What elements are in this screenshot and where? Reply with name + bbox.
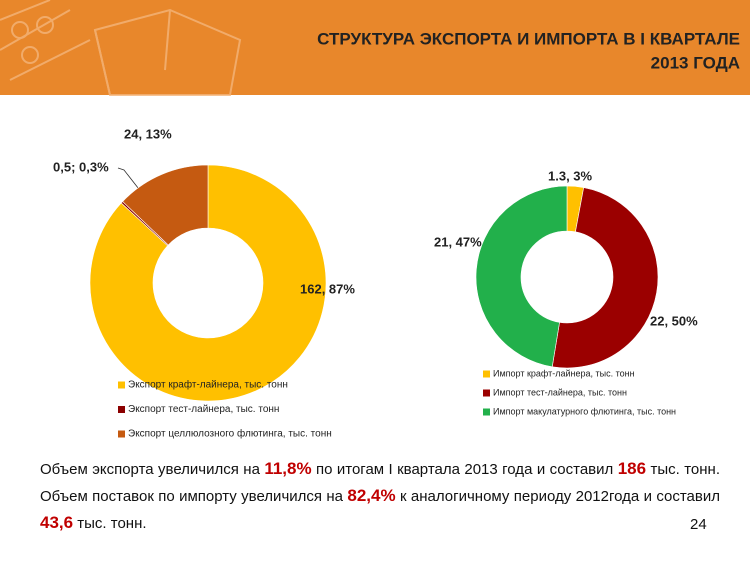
data-label: 22, 50%: [650, 313, 698, 328]
data-label: 1.3, 3%: [548, 168, 593, 183]
legend-label: Импорт тест-лайнера, тыс. тонн: [493, 387, 627, 397]
slide-graphics: СТРУКТУРА ЭКСПОРТА И ИМПОРТА В I КВАРТАЛ…: [0, 0, 750, 440]
donut-segment: [89, 164, 327, 402]
summary-text: по итогам I квартала 2013 года и состави…: [311, 461, 618, 478]
legend-swatch: [483, 408, 490, 416]
donut-segment: [122, 164, 209, 246]
summary-text: Объем экспорта увеличился на: [40, 461, 265, 478]
summary-text: к аналогичному периоду 2012года и состав…: [395, 488, 720, 505]
data-label: 21, 47%: [434, 234, 482, 249]
legend-label: Экспорт целлюлозного флютинга, тыс. тонн: [128, 428, 332, 440]
legend-swatch: [118, 406, 125, 413]
summary-text: тыс. тонн. Объем поставок по импорту уве…: [40, 461, 720, 505]
summary-text: тыс. тонн.: [73, 515, 147, 532]
legend-label: Экспорт тест-лайнера, тыс. тонн: [128, 404, 279, 415]
highlight-number: 11,8%: [264, 459, 312, 478]
legend-swatch: [483, 370, 490, 378]
slide-title: 2013 ГОДА: [651, 53, 740, 72]
data-label: 162, 87%: [300, 281, 355, 296]
highlight-number: 82,4%: [347, 486, 396, 505]
donut-segment: [551, 187, 659, 369]
legend-swatch: [483, 389, 490, 397]
legend-label: Импорт макулатурного флютинга, тыс. тонн: [493, 406, 676, 416]
highlight-number: 186: [617, 459, 647, 478]
legend-label: Импорт крафт-лайнера, тыс. тонн: [493, 368, 635, 378]
legend-label: Экспорт крафт-лайнера, тыс. тонн: [128, 379, 288, 391]
slide-title: СТРУКТУРА ЭКСПОРТА И ИМПОРТА В I КВАРТАЛ…: [317, 29, 740, 48]
legend-swatch: [118, 430, 125, 438]
page-number: 24: [690, 516, 707, 533]
donut-segment: [475, 185, 568, 368]
legend-swatch: [118, 381, 125, 389]
highlight-number: 43,6: [40, 513, 74, 532]
header-illustration: [0, 0, 242, 96]
data-label: 24, 13%: [124, 126, 172, 141]
summary: Объем экспорта увеличился на 11,8% по ит…: [40, 456, 720, 537]
data-label: 0,5; 0,3%: [53, 159, 109, 174]
header-band: [0, 0, 750, 95]
